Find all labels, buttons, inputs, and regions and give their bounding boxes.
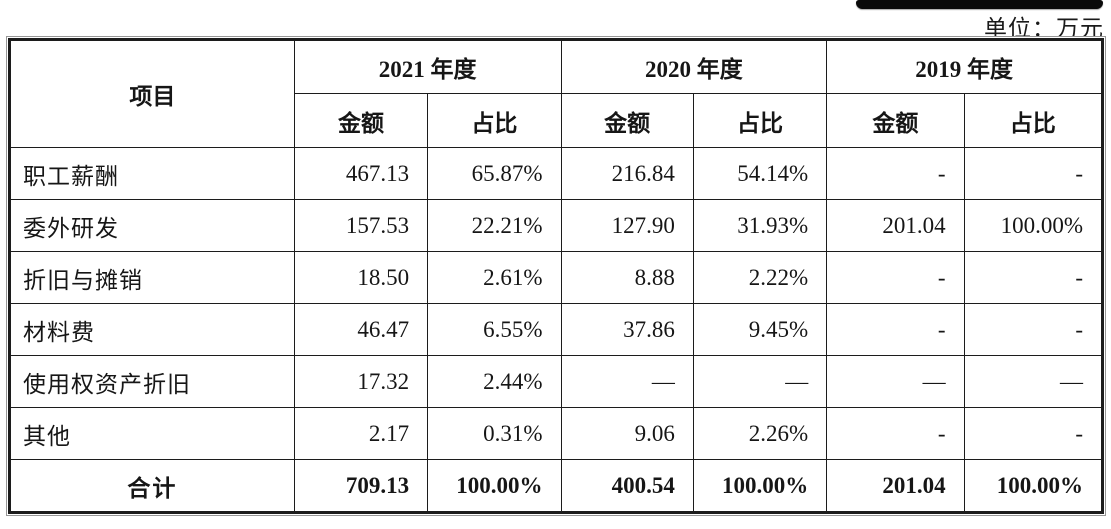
column-header-year-2019: 2019 年度 xyxy=(826,39,1103,94)
expense-table-container: 项目 2021 年度 2020 年度 2019 年度 金额 占比 金额 占比 金… xyxy=(6,36,1106,516)
table-row: 其他 2.17 0.31% 9.06 2.26% - - xyxy=(9,407,1104,460)
cell-ratio-2019: - xyxy=(963,251,1104,304)
cell-amount-2020: — xyxy=(560,355,694,408)
cell-amount-2021: 46.47 xyxy=(293,303,429,356)
cell-amount-2019: - xyxy=(826,407,965,460)
cell-ratio-2020: 31.93% xyxy=(692,199,828,252)
column-header-year-2020: 2020 年度 xyxy=(560,39,828,94)
table-row: 使用权资产折旧 17.32 2.44% — — — — xyxy=(9,355,1104,408)
expense-breakdown-table: 项目 2021 年度 2020 年度 2019 年度 金额 占比 金额 占比 金… xyxy=(8,38,1104,514)
cell-amount-2020: 9.06 xyxy=(560,407,694,460)
row-item-label: 其他 xyxy=(9,407,295,460)
total-label: 合计 xyxy=(9,459,295,513)
cell-ratio-2021: 2.61% xyxy=(427,251,562,304)
cell-amount-2020: 8.88 xyxy=(560,251,694,304)
cell-amount-2021: 18.50 xyxy=(293,251,429,304)
column-header-item: 项目 xyxy=(9,39,295,148)
table-row: 委外研发 157.53 22.21% 127.90 31.93% 201.04 … xyxy=(9,199,1104,252)
row-item-label: 委外研发 xyxy=(9,199,295,252)
table-row: 材料费 46.47 6.55% 37.86 9.45% - - xyxy=(9,303,1104,356)
cell-amount-2019: - xyxy=(826,147,965,200)
cell-ratio-2020: 2.26% xyxy=(692,407,828,460)
cell-ratio-2020: — xyxy=(692,355,828,408)
cell-amount-2019: - xyxy=(826,303,965,356)
cell-ratio-2019: 100.00% xyxy=(963,199,1104,252)
total-ratio-2021: 100.00% xyxy=(427,459,562,513)
cell-amount-2019: — xyxy=(826,355,965,408)
subheader-ratio-2020: 占比 xyxy=(692,93,828,148)
redacted-black-bar xyxy=(856,0,1103,9)
cell-amount-2021: 17.32 xyxy=(293,355,429,408)
cell-ratio-2021: 6.55% xyxy=(427,303,562,356)
subheader-ratio-2021: 占比 xyxy=(427,93,562,148)
subheader-amount-2020: 金额 xyxy=(560,93,694,148)
cell-ratio-2019: — xyxy=(963,355,1104,408)
cell-amount-2019: - xyxy=(826,251,965,304)
table-row: 职工薪酬 467.13 65.87% 216.84 54.14% - - xyxy=(9,147,1104,200)
cell-amount-2021: 157.53 xyxy=(293,199,429,252)
header-row-years: 项目 2021 年度 2020 年度 2019 年度 xyxy=(9,39,1103,148)
cell-ratio-2019: - xyxy=(963,303,1104,356)
cell-amount-2021: 467.13 xyxy=(293,147,429,200)
total-amount-2019: 201.04 xyxy=(826,459,965,513)
cell-ratio-2021: 0.31% xyxy=(427,407,562,460)
subheader-ratio-2019: 占比 xyxy=(963,93,1104,148)
cell-ratio-2021: 65.87% xyxy=(427,147,562,200)
cell-amount-2020: 127.90 xyxy=(560,199,694,252)
row-item-label: 使用权资产折旧 xyxy=(9,355,295,408)
total-ratio-2019: 100.00% xyxy=(963,459,1104,513)
row-item-label: 折旧与摊销 xyxy=(9,251,295,304)
cell-ratio-2021: 2.44% xyxy=(427,355,562,408)
row-item-label: 材料费 xyxy=(9,303,295,356)
row-item-label: 职工薪酬 xyxy=(9,147,295,200)
cell-ratio-2020: 2.22% xyxy=(692,251,828,304)
cell-amount-2020: 216.84 xyxy=(560,147,694,200)
cell-amount-2020: 37.86 xyxy=(560,303,694,356)
cell-ratio-2021: 22.21% xyxy=(427,199,562,252)
total-ratio-2020: 100.00% xyxy=(692,459,828,513)
cell-ratio-2020: 54.14% xyxy=(692,147,828,200)
table-row: 折旧与摊销 18.50 2.61% 8.88 2.22% - - xyxy=(9,251,1104,304)
subheader-amount-2019: 金额 xyxy=(826,93,965,148)
column-header-year-2021: 2021 年度 xyxy=(293,39,562,94)
table-row-total: 合计 709.13 100.00% 400.54 100.00% 201.04 … xyxy=(9,459,1104,513)
total-amount-2021: 709.13 xyxy=(293,459,429,513)
cell-ratio-2020: 9.45% xyxy=(692,303,828,356)
cell-amount-2021: 2.17 xyxy=(293,407,429,460)
total-amount-2020: 400.54 xyxy=(560,459,694,513)
subheader-amount-2021: 金额 xyxy=(293,93,429,148)
cell-amount-2019: 201.04 xyxy=(826,199,965,252)
cell-ratio-2019: - xyxy=(963,147,1104,200)
cell-ratio-2019: - xyxy=(963,407,1104,460)
